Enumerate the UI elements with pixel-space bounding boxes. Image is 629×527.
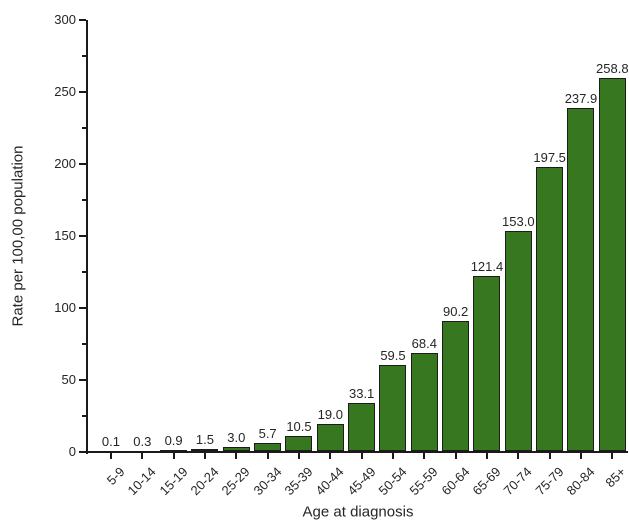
bar-value-label: 10.5 (286, 418, 312, 434)
bar-value-label: 19.0 (317, 406, 343, 422)
bar-value-label: 68.4 (411, 335, 437, 351)
y-tick-major (79, 91, 86, 93)
x-tick (266, 453, 269, 459)
y-tick-label: 250 (54, 84, 76, 99)
bar-value-label: 3.0 (227, 429, 246, 445)
y-tick-label: 300 (54, 12, 76, 27)
x-tick (611, 453, 614, 459)
bar-value-label: 0.3 (133, 433, 152, 449)
x-tick (297, 453, 300, 459)
y-tick-major (79, 451, 86, 453)
y-tick-major (79, 307, 86, 309)
x-tick (579, 453, 582, 459)
bar (473, 276, 501, 451)
bar (504, 230, 532, 451)
bar-value-label: 5.7 (258, 425, 277, 441)
y-tick-label: 200 (54, 156, 76, 171)
x-tick (548, 453, 551, 459)
bar (348, 403, 376, 451)
y-tick-minor (82, 415, 86, 417)
x-tick (454, 453, 457, 459)
y-tick-minor (82, 343, 86, 345)
bar (410, 352, 438, 451)
x-tick (485, 453, 488, 459)
x-tick (329, 453, 332, 459)
x-tick (391, 453, 394, 459)
x-tick (109, 453, 112, 459)
bar-value-label: 0.1 (101, 433, 120, 449)
x-tick (203, 453, 206, 459)
y-tick-minor (82, 271, 86, 273)
bar-value-label: 59.5 (380, 348, 406, 364)
bar-value-label: 153.0 (502, 213, 535, 229)
bar (442, 321, 470, 451)
y-tick-major (79, 235, 86, 237)
x-axis-line (86, 451, 628, 453)
bar-value-label: 90.2 (442, 304, 469, 320)
bar (536, 166, 564, 451)
x-tick (235, 453, 238, 459)
bar (222, 446, 250, 451)
y-tick-label: 100 (54, 300, 76, 315)
y-tick-label: 50 (61, 372, 76, 387)
bar (379, 365, 407, 451)
x-tick (141, 453, 144, 459)
x-tick (517, 453, 520, 459)
bar (316, 423, 344, 451)
bar-value-label: 121.4 (470, 259, 504, 275)
bar-value-label: 237.9 (564, 91, 598, 107)
bar (254, 442, 282, 451)
bar-value-label: 1.5 (195, 431, 214, 447)
y-tick-minor (82, 127, 86, 129)
x-tick (172, 453, 175, 459)
x-tick (360, 453, 363, 459)
bar (285, 435, 313, 451)
y-tick-minor (82, 55, 86, 57)
y-axis-line (86, 20, 88, 454)
bar (191, 448, 219, 451)
y-tick-major (79, 379, 86, 381)
bar-value-label: 197.5 (533, 149, 566, 165)
bar-value-label: 258.8 (596, 61, 629, 77)
bar (567, 108, 595, 451)
y-tick-label: 150 (54, 228, 76, 243)
y-tick-major (79, 163, 86, 165)
bar-value-label: 33.1 (348, 386, 375, 402)
bar (598, 78, 626, 451)
y-tick-minor (82, 199, 86, 201)
x-axis-title: Age at diagnosis (302, 503, 414, 521)
x-tick (423, 453, 426, 459)
y-tick-label: 0 (68, 444, 76, 459)
bar-value-label: 0.9 (164, 432, 183, 448)
y-tick-major (79, 19, 86, 21)
